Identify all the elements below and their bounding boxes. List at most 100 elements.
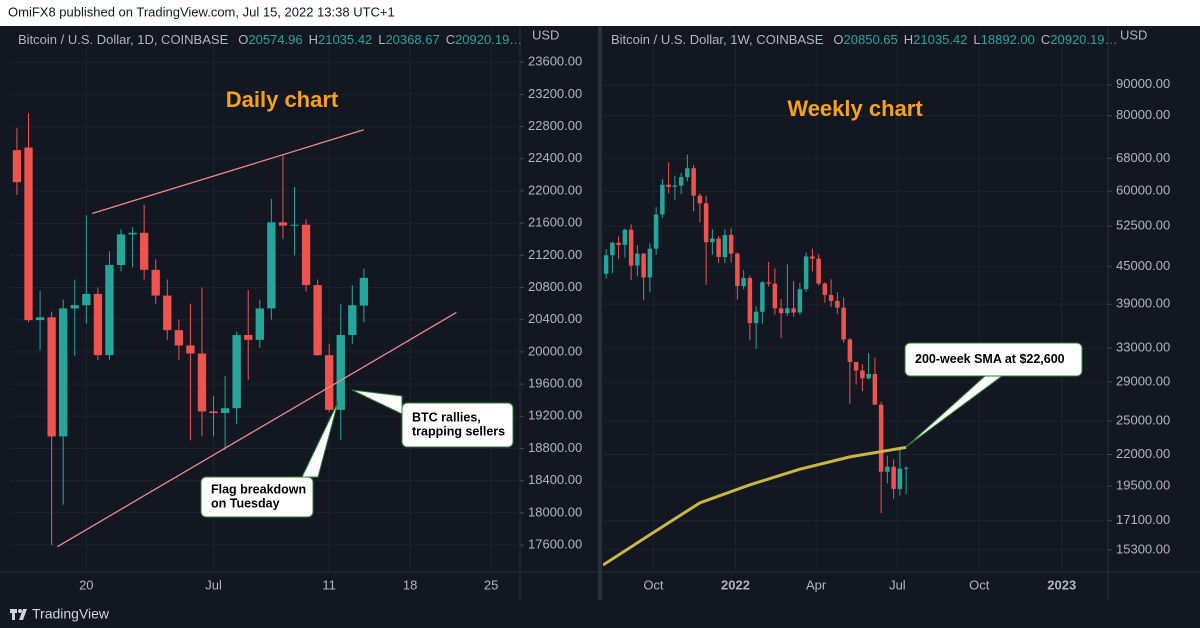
legend-key: L <box>973 32 980 47</box>
candle-body <box>816 258 821 284</box>
y-tick-label: 22400.00 <box>528 150 582 165</box>
legend: Bitcoin / U.S. Dollar, 1W, COINBASE O2085… <box>611 32 1117 47</box>
footer-bar <box>0 600 1200 628</box>
candle-body <box>622 229 628 245</box>
candle-body <box>174 330 184 346</box>
legend-key: H <box>904 32 913 47</box>
candle-body <box>24 147 33 321</box>
candle-body <box>244 335 253 340</box>
candle-body <box>810 256 815 259</box>
trendline <box>57 311 457 548</box>
y-tick-label: 20000.00 <box>528 343 582 358</box>
candle-body <box>903 467 909 469</box>
legend-value: 20574.96 <box>248 32 302 47</box>
x-tick-label: Oct <box>969 577 990 592</box>
candle-body <box>853 361 859 371</box>
candle-body <box>70 305 79 309</box>
y-tick-label: 21200.00 <box>528 247 582 262</box>
candle-body <box>301 224 311 286</box>
y-tick-label: 80000.00 <box>1116 107 1170 122</box>
candle-body <box>697 195 703 204</box>
y-tick-label: 20800.00 <box>528 279 582 294</box>
candle-body <box>753 311 759 324</box>
y-tick-label: 19500.00 <box>1116 478 1170 493</box>
candle-body <box>610 242 615 256</box>
y-tick-label: 29000.00 <box>1116 373 1170 388</box>
legend-value: 20368.67 <box>385 32 439 47</box>
x-tick-label: 25 <box>484 577 498 592</box>
candle-body <box>82 293 91 306</box>
candle-body <box>359 277 369 306</box>
panel-separator <box>598 26 602 600</box>
candle-body <box>897 468 903 489</box>
y-tick-label: 23200.00 <box>528 86 582 101</box>
candle-body <box>866 373 871 379</box>
y-tick-label: 39000.00 <box>1116 296 1170 311</box>
x-tick-label: Jul <box>205 577 222 592</box>
legend-key: C <box>1041 32 1050 47</box>
y-tick-label: 21600.00 <box>528 215 582 230</box>
candle-body <box>722 234 728 257</box>
candle-body <box>128 232 137 235</box>
candle-body <box>691 168 696 196</box>
y-tick-label: 25000.00 <box>1116 412 1170 427</box>
sma-line <box>603 445 907 567</box>
header-text: OmiFX8 published on TradingView.com, Jul… <box>8 4 395 19</box>
candle-body <box>660 184 665 215</box>
candle-body <box>93 293 103 356</box>
candle-body <box>232 335 241 409</box>
x-tick-label: Oct <box>643 577 664 592</box>
legend-key: L <box>378 32 385 47</box>
x-tick-label: 2023 <box>1047 577 1076 592</box>
callout-text: BTC rallies, <box>412 410 481 424</box>
candle-body <box>105 264 114 356</box>
candle-body <box>878 404 884 472</box>
candle-body <box>220 408 230 414</box>
y-tick-label: 45000.00 <box>1116 258 1170 273</box>
candle-body <box>628 229 634 266</box>
callout-text: on Tuesday <box>211 496 280 510</box>
legend-symbol: Bitcoin / U.S. Dollar, 1W, COINBASE <box>611 32 824 47</box>
candle-body <box>835 300 840 308</box>
y-tick-label: 90000.00 <box>1116 76 1170 91</box>
candle-body <box>348 305 357 336</box>
candle-body <box>741 278 746 287</box>
candle-body <box>778 308 784 314</box>
candle-body <box>635 253 640 266</box>
candle-body <box>728 234 734 254</box>
y-tick-label: 18800.00 <box>528 440 582 455</box>
candle-body <box>822 283 828 296</box>
candle-body <box>872 373 878 405</box>
candle-body <box>710 238 715 243</box>
candle-body <box>336 335 345 410</box>
candle-body <box>12 150 22 183</box>
candle-body <box>885 466 890 472</box>
legend-key: O <box>833 32 843 47</box>
candle-body <box>47 317 56 437</box>
chart-title: Daily chart <box>226 87 339 112</box>
y-tick-label: 20400.00 <box>528 311 582 326</box>
y-tick-label: 19200.00 <box>528 408 582 423</box>
candle-body <box>163 295 172 331</box>
y-tick-label: 52500.00 <box>1116 218 1170 233</box>
candle-body <box>760 282 765 312</box>
y-tick-label: 68000.00 <box>1116 150 1170 165</box>
legend-key: C <box>446 32 455 47</box>
candle-body <box>703 203 709 243</box>
candle-body <box>255 308 264 340</box>
legend: Bitcoin / U.S. Dollar, 1D, COINBASE O2057… <box>18 32 522 47</box>
candle-body <box>197 353 207 412</box>
candle-body <box>797 289 803 313</box>
x-tick-label: 20 <box>79 577 93 592</box>
x-tick-label: Apr <box>806 577 827 592</box>
y-tick-label: 17100.00 <box>1116 512 1170 527</box>
callout-text: Flag breakdown <box>211 482 306 496</box>
legend-key: O <box>238 32 248 47</box>
x-tick-label: Jul <box>889 577 906 592</box>
candle-body <box>803 256 809 290</box>
candle-body <box>678 177 684 186</box>
candle-body <box>672 185 678 187</box>
candle-body <box>716 238 721 257</box>
legend-symbol: Bitcoin / U.S. Dollar, 1D, COINBASE <box>18 32 229 47</box>
